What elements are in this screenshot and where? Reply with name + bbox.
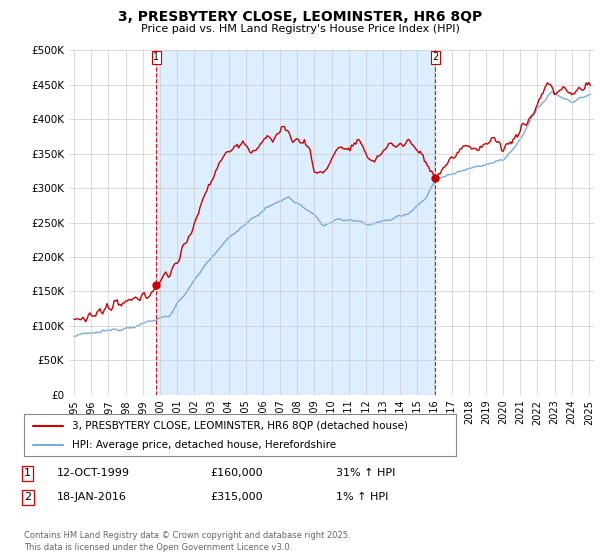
- Text: 3, PRESBYTERY CLOSE, LEOMINSTER, HR6 8QP (detached house): 3, PRESBYTERY CLOSE, LEOMINSTER, HR6 8QP…: [71, 421, 407, 431]
- Text: 12-OCT-1999: 12-OCT-1999: [57, 468, 130, 478]
- Text: £315,000: £315,000: [210, 492, 263, 502]
- Text: 3, PRESBYTERY CLOSE, LEOMINSTER, HR6 8QP: 3, PRESBYTERY CLOSE, LEOMINSTER, HR6 8QP: [118, 10, 482, 24]
- Text: Price paid vs. HM Land Registry's House Price Index (HPI): Price paid vs. HM Land Registry's House …: [140, 24, 460, 34]
- Text: Contains HM Land Registry data © Crown copyright and database right 2025.: Contains HM Land Registry data © Crown c…: [24, 531, 350, 540]
- Text: 31% ↑ HPI: 31% ↑ HPI: [336, 468, 395, 478]
- Text: £160,000: £160,000: [210, 468, 263, 478]
- Text: 2: 2: [24, 492, 31, 502]
- Text: 1: 1: [24, 468, 31, 478]
- Text: 2: 2: [432, 52, 439, 62]
- Text: 18-JAN-2016: 18-JAN-2016: [57, 492, 127, 502]
- Text: 1: 1: [153, 52, 160, 62]
- Text: HPI: Average price, detached house, Herefordshire: HPI: Average price, detached house, Here…: [71, 440, 335, 450]
- Bar: [157, 50, 435, 395]
- Text: This data is licensed under the Open Government Licence v3.0.: This data is licensed under the Open Gov…: [24, 543, 292, 552]
- Text: 1% ↑ HPI: 1% ↑ HPI: [336, 492, 388, 502]
